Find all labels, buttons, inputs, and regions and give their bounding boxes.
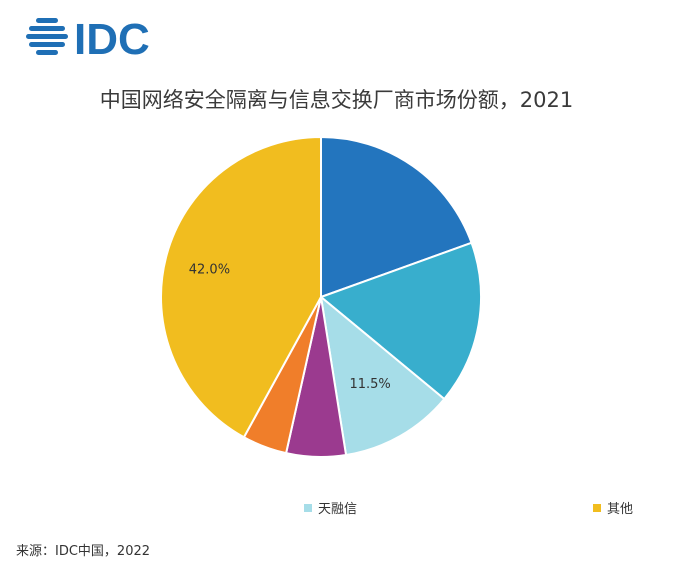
legend-item-tianrongxin: 天融信 xyxy=(304,498,357,517)
pie-slice-3 xyxy=(319,294,446,457)
idc-logo: IDC xyxy=(26,15,150,60)
data-label-3: 11.5% xyxy=(349,377,390,392)
legend-label: 其他 xyxy=(607,502,634,517)
legend-swatch xyxy=(304,503,312,512)
legend-label: 天融信 xyxy=(318,502,358,517)
legend-item-other: 其他 xyxy=(593,498,633,517)
chart-title: 中国网络安全隔离与信息交换厂商市场份额，2021 xyxy=(99,88,574,112)
idc-logo-text: IDC xyxy=(74,15,150,60)
pie-slice-2 xyxy=(319,241,482,401)
legend-swatch xyxy=(593,503,601,512)
source-note: 来源：IDC中国，2022 xyxy=(16,544,151,559)
pie-slice-1 xyxy=(320,135,473,299)
pie-slice-6 xyxy=(160,135,322,439)
data-label-6: 42.0% xyxy=(189,262,230,277)
idc-logo-globe xyxy=(26,18,68,55)
